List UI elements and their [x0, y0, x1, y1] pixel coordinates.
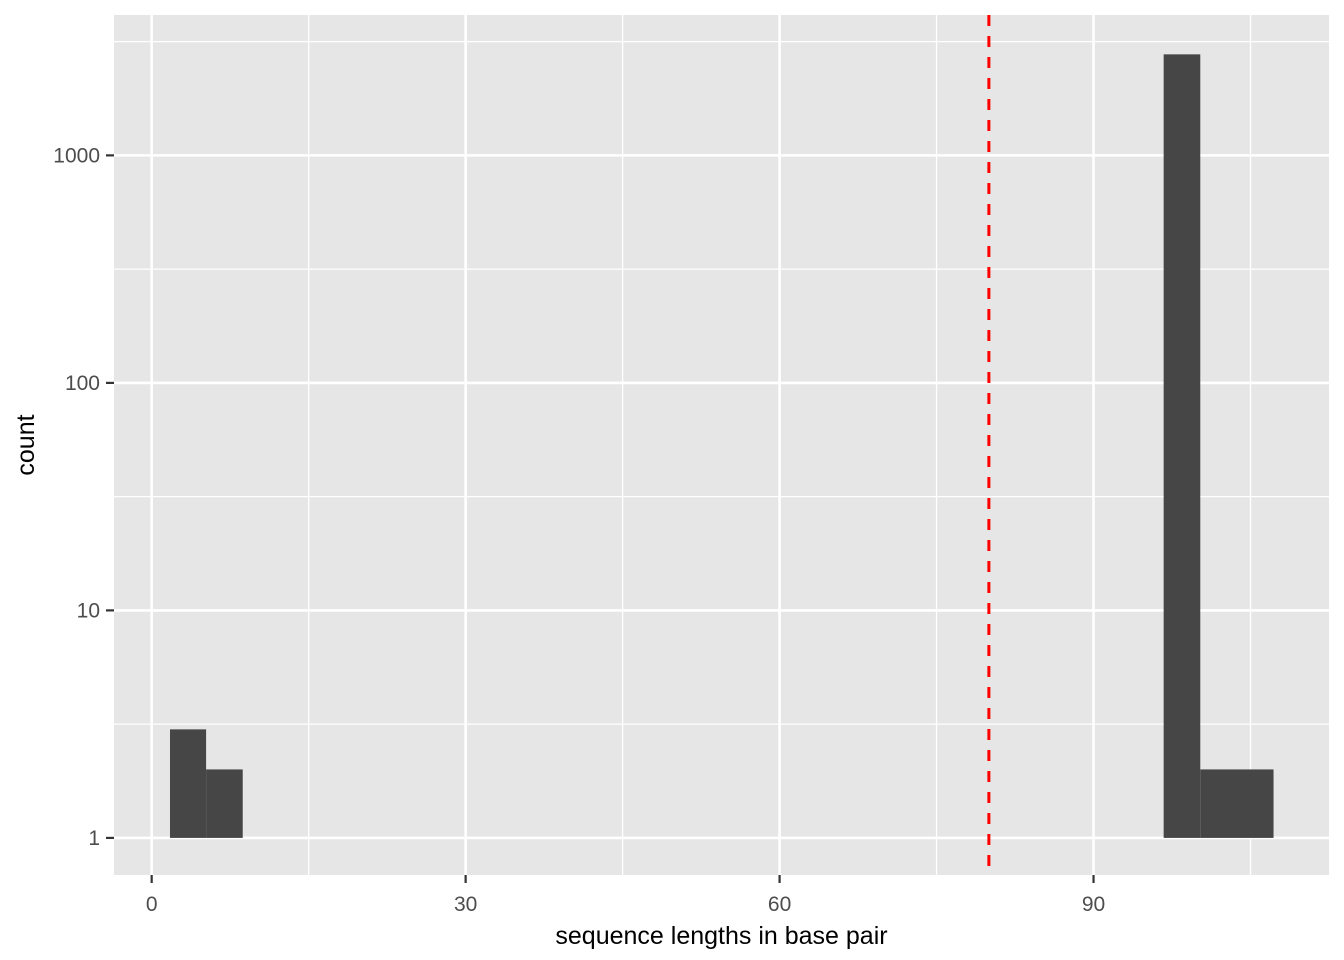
histogram-bar [1163, 54, 1201, 838]
x-tick-label: 0 [146, 893, 158, 916]
x-axis-title: sequence lengths in base pair [555, 922, 887, 950]
x-tick-label: 30 [454, 893, 477, 916]
x-tick-label: 90 [1082, 893, 1105, 916]
y-axis-title: count [12, 414, 40, 475]
x-tick-label: 60 [768, 893, 791, 916]
y-tick-label: 100 [65, 372, 100, 395]
y-tick-label: 1000 [53, 144, 100, 167]
y-tick-label: 10 [77, 599, 100, 622]
histogram-bar [169, 729, 207, 838]
plot-panel [114, 15, 1329, 875]
histogram-bar [206, 769, 243, 838]
histogram-bar [1200, 769, 1274, 838]
y-tick-label: 1 [88, 827, 100, 850]
